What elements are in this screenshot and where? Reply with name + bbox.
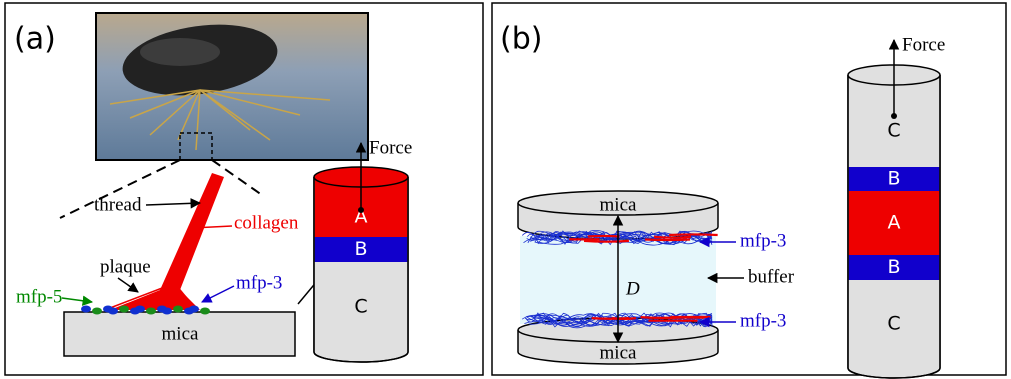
cylinder: C BAB C Force [848, 34, 945, 378]
fiber [645, 239, 690, 240]
force-label: Force [902, 34, 945, 55]
fiber [584, 241, 629, 242]
segment-label: C [887, 313, 900, 335]
blob [173, 306, 183, 313]
thread-label: thread [94, 194, 142, 215]
force-label: Force [369, 137, 412, 158]
arrow [202, 286, 234, 302]
fiber [592, 318, 629, 319]
mica-label: mica [600, 194, 637, 215]
blob [200, 308, 210, 315]
blob [108, 308, 118, 315]
fiber [654, 237, 691, 238]
arrow [146, 203, 200, 205]
fiber [588, 236, 620, 237]
arrow [118, 278, 138, 292]
mfp5-label: mfp-5 [16, 286, 62, 307]
plaque-label: plaque [100, 256, 151, 277]
buffer-label: buffer [748, 266, 795, 287]
segment-label: C [354, 296, 367, 318]
blob [146, 308, 156, 315]
fiber [641, 317, 685, 318]
segment-label: B [887, 256, 900, 278]
mfp3-label: mfp-3 [236, 272, 282, 293]
fiber [669, 234, 717, 235]
blob [162, 308, 172, 315]
panel-label: (a) [14, 22, 56, 57]
collagen-label: collagen [234, 212, 299, 233]
photo [96, 13, 368, 160]
distance-label: D [625, 278, 640, 299]
segment-label: C [887, 120, 900, 142]
segment-label: B [887, 168, 900, 190]
segment-label: B [354, 238, 367, 260]
segment-label: A [888, 212, 901, 234]
blob [81, 306, 91, 313]
blob [135, 306, 145, 313]
arrow [62, 298, 92, 302]
blob [92, 308, 102, 315]
mica-label: mica [162, 323, 199, 344]
mfp3-label: mfp-3 [740, 230, 786, 251]
panel-label: (b) [500, 22, 542, 57]
mfp3-label: mfp-3 [740, 310, 786, 331]
blob [189, 306, 199, 313]
blob [119, 306, 129, 313]
figure: (a) mica thread collagen plaque mfp-5 mf… [0, 0, 1011, 379]
mica-label: mica [600, 342, 637, 363]
